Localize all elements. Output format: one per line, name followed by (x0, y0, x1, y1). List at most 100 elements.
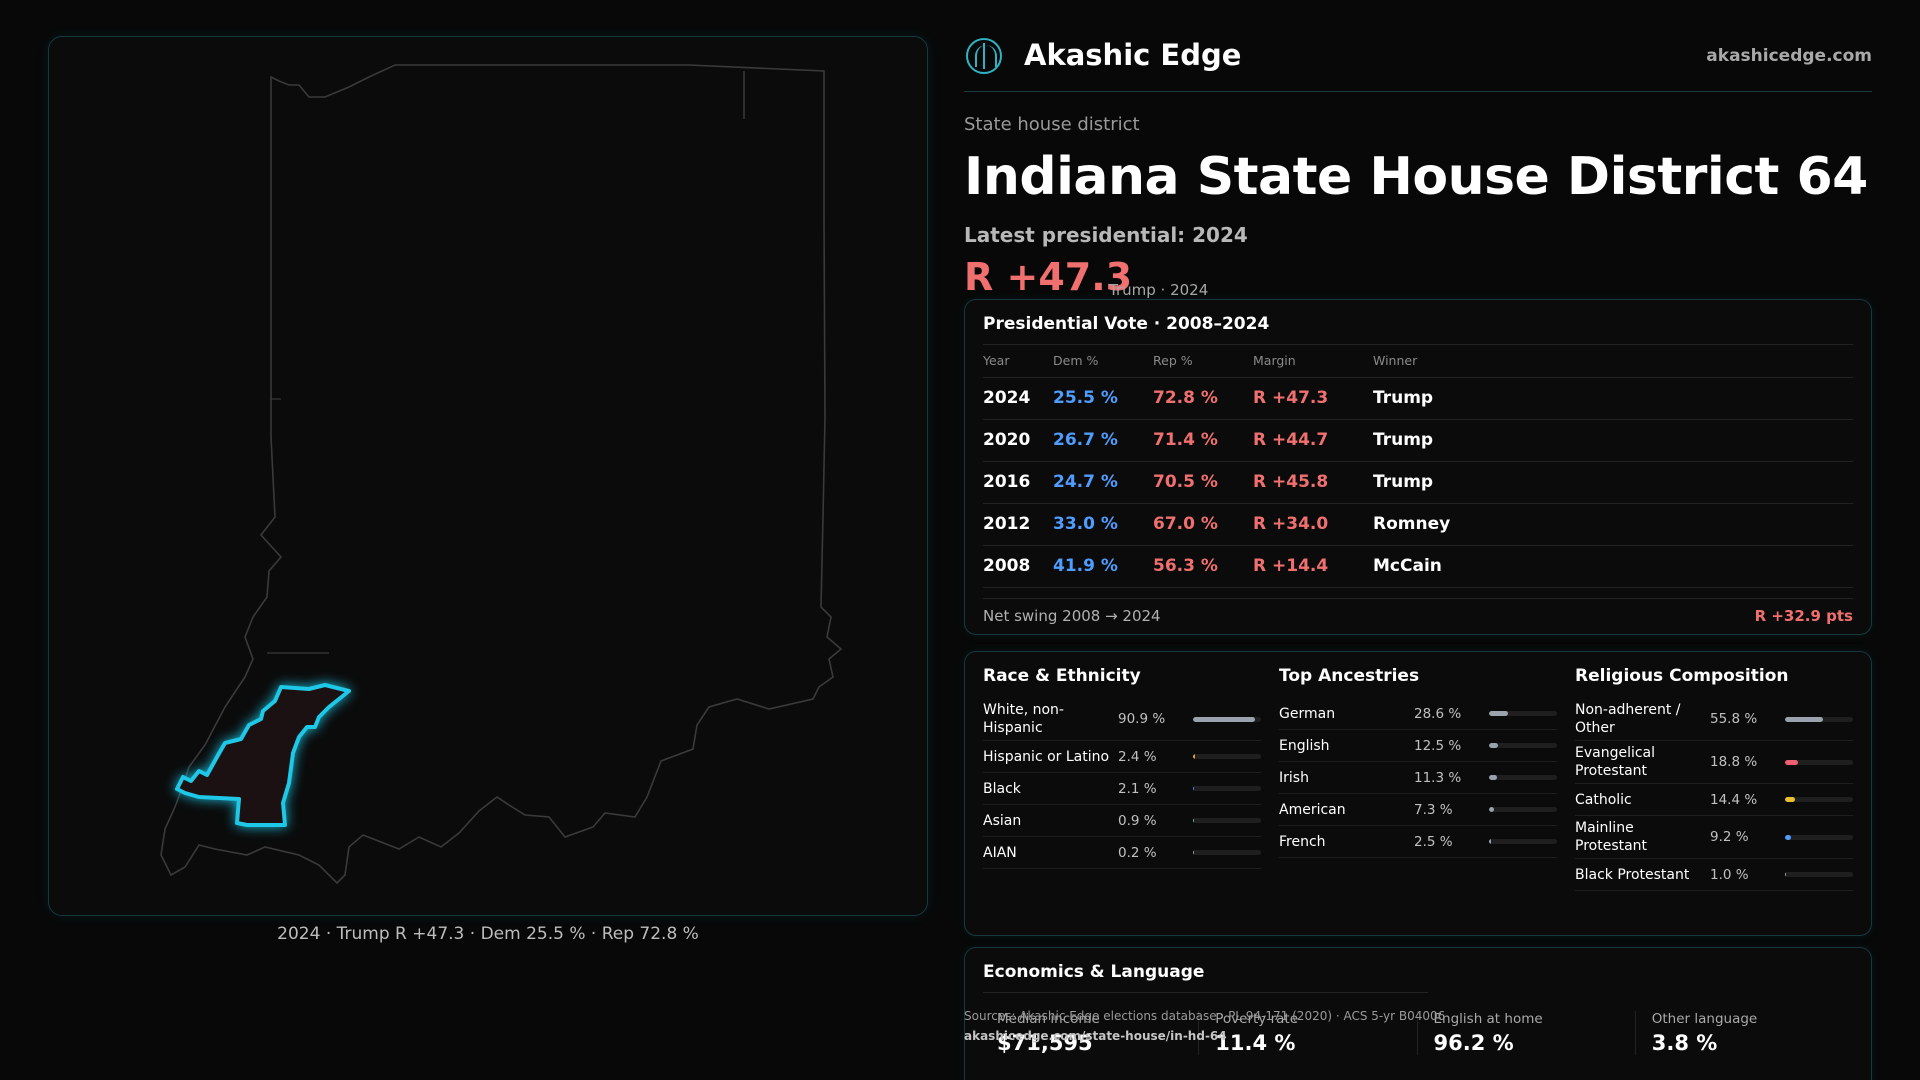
demographics-card: Race & Ethnicity White, non-Hispanic 90.9… (964, 651, 1872, 936)
winner: Trump (1373, 461, 1853, 504)
row-label: American (1279, 801, 1346, 818)
econ-label: Other language (1651, 1011, 1758, 1027)
dem-pct: 33.0 % (1053, 503, 1153, 546)
race-row: Asian 0.9 % (983, 805, 1261, 837)
table-row: 2016 24.7 % 70.5 % R +45.8 Trump (983, 461, 1853, 504)
econ-cell: Other language 3.8 % (1634, 1011, 1853, 1055)
district-map[interactable] (48, 36, 928, 916)
econ-value: 11.4 % (1215, 1031, 1296, 1055)
row-label: Black Protestant (1575, 866, 1690, 883)
table-row: 2024 25.5 % 72.8 % R +47.3 Trump (983, 377, 1853, 420)
row-bar-fill (1193, 786, 1195, 791)
akashic-logo-icon[interactable] (966, 38, 1002, 74)
rep-pct: 67.0 % (1153, 503, 1253, 546)
sources-text: Sources: Akashic Edge elections database… (964, 1009, 1446, 1023)
year: 2024 (983, 377, 1053, 420)
year: 2012 (983, 503, 1053, 546)
row-bar (1193, 818, 1261, 823)
col-dem: Dem % (1053, 345, 1153, 378)
margin: R +45.8 (1253, 461, 1373, 504)
religion-row: Black Protestant 1.0 % (1575, 859, 1853, 891)
year: 2020 (983, 419, 1053, 462)
race-title: Race & Ethnicity (983, 666, 1141, 686)
row-percent: 14.4 % (1710, 791, 1758, 808)
rep-pct: 71.4 % (1153, 419, 1253, 462)
row-percent: 0.9 % (1118, 812, 1157, 829)
headline-margin: R +47.3 Trump · 2024 (964, 255, 1872, 303)
margin-subtitle: Trump · 2024 (1109, 281, 1209, 299)
row-bar-fill (1785, 797, 1795, 802)
col-year: Year (983, 345, 1053, 378)
row-bar (1785, 759, 1853, 765)
latest-presidential: Latest presidential: 2024 (964, 223, 1248, 247)
economics-title: Economics & Language (983, 962, 1428, 993)
row-percent: 90.9 % (1118, 711, 1166, 727)
row-label: White, non-Hispanic (983, 702, 1064, 736)
dem-pct: 41.9 % (1053, 545, 1153, 588)
card-title: Presidential Vote · 2008–2024 (983, 314, 1853, 345)
sources-footer: Sources: Akashic Edge elections database… (964, 1006, 1445, 1046)
row-percent: 28.6 % (1414, 705, 1462, 722)
row-percent: 0.2 % (1118, 844, 1157, 861)
row-label: Black (983, 780, 1021, 797)
econ-value: $71,595 (997, 1031, 1093, 1055)
dem-pct: 26.7 % (1053, 419, 1153, 462)
col-margin: Margin (1253, 345, 1373, 378)
swing-label: Net swing 2008 → 2024 (983, 606, 1161, 625)
race-row: White, non-Hispanic 90.9 % (983, 698, 1261, 741)
row-bar-fill (1489, 775, 1497, 780)
econ-label: Poverty rate (1215, 1011, 1299, 1027)
row-bar-fill (1785, 834, 1792, 840)
row-label: English (1279, 737, 1330, 754)
district-64-shape[interactable] (175, 683, 351, 827)
econ-cell: Median income $71,595 (983, 1011, 1198, 1055)
row-label: Irish (1279, 769, 1309, 786)
row-percent: 12.5 % (1414, 737, 1462, 754)
row-percent: 18.8 % (1710, 754, 1758, 770)
row-percent: 11.3 % (1414, 769, 1462, 786)
ancestry-column: Top Ancestries German 28.6 % English 12.5 %… (1279, 666, 1557, 935)
row-percent: 9.2 % (1710, 829, 1749, 845)
table-row: 2020 26.7 % 71.4 % R +44.7 Trump (983, 419, 1853, 462)
econ-value: 3.8 % (1651, 1031, 1718, 1055)
row-label: Non-adherent / Other (1575, 702, 1681, 736)
row-percent: 55.8 % (1710, 711, 1758, 727)
brand-site-link[interactable]: akashicedge.com (1706, 46, 1872, 66)
row-label: Catholic (1575, 791, 1632, 808)
row-bar-fill (1489, 807, 1494, 812)
race-row: Black 2.1 % (983, 773, 1261, 805)
margin-value: R +47.3 (964, 255, 1133, 299)
race-row: AIAN 0.2 % (983, 837, 1261, 869)
margin: R +47.3 (1253, 377, 1373, 420)
race-column: Race & Ethnicity White, non-Hispanic 90.9… (983, 666, 1261, 935)
row-label: German (1279, 705, 1336, 722)
presidential-vote-card: Presidential Vote · 2008–2024 Year Dem %… (964, 299, 1872, 635)
presidential-table: Year Dem % Rep % Margin Winner 2024 25.5… (983, 345, 1853, 588)
permalink[interactable]: akashicedge.com/state-house/in-hd-64 (964, 1029, 1227, 1043)
row-percent: 2.1 % (1118, 780, 1157, 797)
row-bar (1489, 743, 1557, 748)
row-label: Mainline Protestant (1575, 820, 1648, 854)
row-bar (1785, 797, 1853, 802)
row-bar (1193, 850, 1261, 855)
ancestry-row: French 2.5 % (1279, 826, 1557, 858)
row-label: French (1279, 833, 1326, 850)
district-type: State house district (964, 114, 1140, 135)
row-bar (1193, 754, 1261, 759)
row-label: Evangelical Protestant (1575, 745, 1656, 779)
ancestry-row: German 28.6 % (1279, 698, 1557, 730)
econ-label: English at home (1433, 1011, 1543, 1027)
row-bar (1785, 716, 1853, 722)
col-winner: Winner (1373, 345, 1853, 378)
religion-title: Religious Composition (1575, 666, 1789, 686)
religion-row: Evangelical Protestant 18.8 % (1575, 741, 1853, 784)
religion-column: Religious Composition Non-adherent / Oth… (1575, 666, 1853, 935)
year: 2008 (983, 545, 1053, 588)
swing-value: R +32.9 pts (1754, 606, 1853, 625)
row-bar (1489, 839, 1557, 844)
economics-card: Economics & Language Median income $71,5… (964, 947, 1872, 1080)
ancestry-row: English 12.5 % (1279, 730, 1557, 762)
ancestry-row: Irish 11.3 % (1279, 762, 1557, 794)
brand-name[interactable]: Akashic Edge (1024, 38, 1242, 72)
row-bar-fill (1785, 872, 1786, 877)
